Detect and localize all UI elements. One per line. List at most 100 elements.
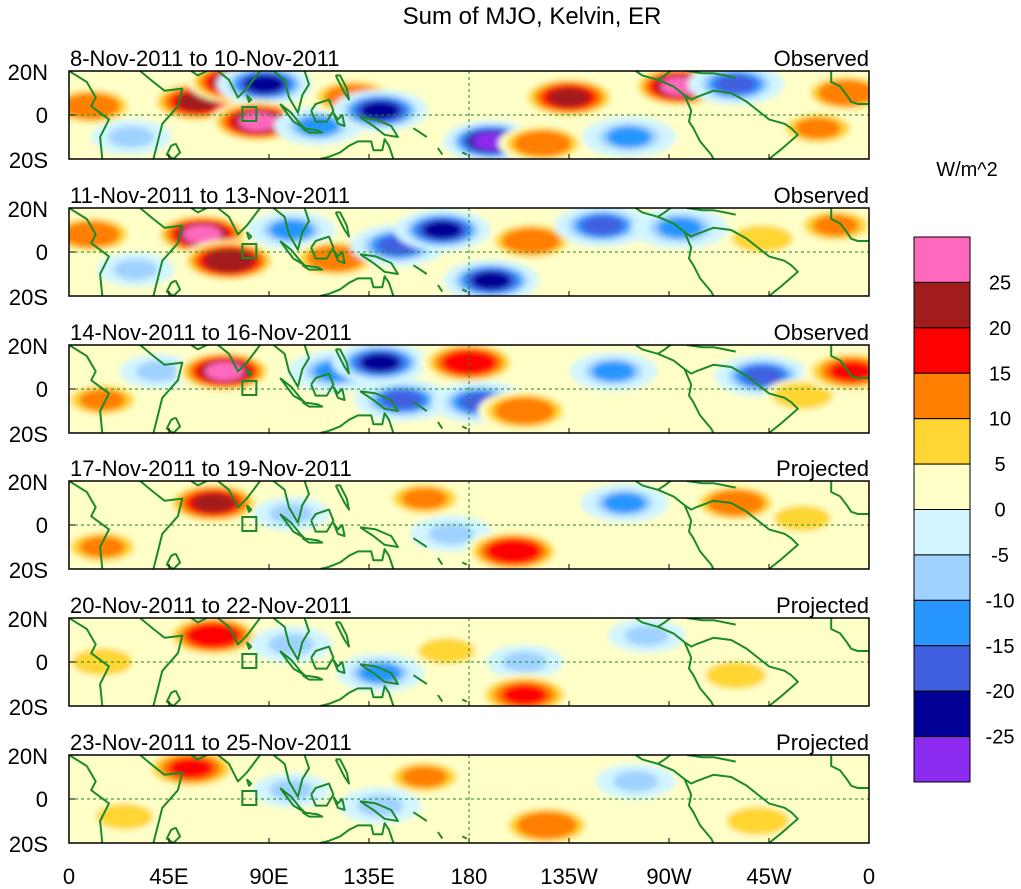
coastline <box>412 537 428 548</box>
anomaly-cell <box>91 119 172 155</box>
panel-date-range: 17-Nov-2011 to 19-Nov-2011 <box>70 456 352 481</box>
coastline <box>190 481 208 487</box>
colorbar-swatch <box>913 463 971 511</box>
anomaly-cell <box>216 71 313 106</box>
anomaly-cell <box>250 626 333 663</box>
coastline <box>190 345 208 351</box>
coastline <box>245 368 253 377</box>
coastline <box>437 421 444 430</box>
coastline <box>334 348 350 375</box>
coastline <box>279 650 306 677</box>
coastline <box>412 674 428 685</box>
coastline <box>437 284 444 293</box>
coastline <box>217 71 261 99</box>
coastline <box>412 811 428 822</box>
anomaly-cell <box>69 644 141 680</box>
coastline <box>359 663 399 685</box>
coastline <box>319 412 395 433</box>
coastline <box>319 138 395 159</box>
panel-date-range: 11-Nov-2011 to 13-Nov-2011 <box>70 183 350 208</box>
anomaly-cell <box>176 350 273 393</box>
panel-date-range: 8-Nov-2011 to 10-Nov-2011 <box>70 46 339 71</box>
x-tick-label: 180 <box>451 864 488 889</box>
coastline <box>830 345 869 379</box>
colorbar-label: 15 <box>989 363 1011 385</box>
coastline <box>686 481 736 489</box>
coastlines <box>69 755 869 843</box>
coastline <box>319 275 395 296</box>
panel-kind: Projected <box>776 456 869 481</box>
anomaly-cell <box>332 345 429 384</box>
colorbar-swatch <box>913 281 971 329</box>
coastline <box>245 231 253 240</box>
coastline <box>319 548 395 569</box>
x-tick-label: 45W <box>746 864 791 889</box>
anomaly-cell <box>465 530 562 569</box>
coastline <box>359 390 399 412</box>
y-tick-label: 20S <box>9 695 48 720</box>
coastline <box>139 345 184 433</box>
coastline <box>830 618 869 652</box>
coastline <box>332 249 346 264</box>
colorbar-swatch <box>913 599 971 647</box>
coastline <box>301 264 324 271</box>
x-tick-label: 90W <box>646 864 691 889</box>
anomaly-cell <box>697 658 775 693</box>
coastline <box>310 508 335 533</box>
colorbar: W/m^2 25 20 15 10 5 0 -5 -10 -15 -20 -25 <box>913 159 1014 783</box>
coastline <box>359 253 399 275</box>
coastline <box>830 208 869 242</box>
colorbar-label: 25 <box>989 272 1011 294</box>
y-tick-label: 20S <box>9 285 48 310</box>
region-box <box>241 106 258 122</box>
y-tick-label: 0 <box>36 650 48 675</box>
panel-date-range: 23-Nov-2011 to 25-Nov-2011 <box>70 730 352 755</box>
coastline <box>279 103 306 130</box>
coastline <box>437 557 444 566</box>
anomaly-cell <box>803 350 869 393</box>
coastline <box>334 621 350 648</box>
coastline <box>332 386 346 401</box>
colorbar-label: 20 <box>989 318 1011 340</box>
x-tick-label: 0 <box>63 864 75 889</box>
anomaly-cell <box>776 110 860 147</box>
coastline <box>683 641 715 706</box>
coastline <box>412 401 428 412</box>
anomaly-cell <box>554 208 651 247</box>
coastline <box>412 127 428 138</box>
coastline <box>683 504 715 569</box>
coastline <box>245 778 253 787</box>
anomaly-cell <box>88 800 161 833</box>
colorbar-label: 10 <box>989 409 1011 431</box>
coastline <box>695 226 799 296</box>
region-box <box>241 790 258 806</box>
coastline <box>683 94 715 159</box>
coastline <box>359 526 399 548</box>
y-tick-label: 20S <box>9 558 48 583</box>
colorbar-label: -5 <box>991 545 1009 567</box>
coastline <box>69 208 110 296</box>
anomaly-cell <box>252 496 330 532</box>
x-tick-label: 135E <box>343 864 394 889</box>
coastline <box>695 363 799 433</box>
x-tick-label: 45E <box>149 864 188 889</box>
y-tick-label: 20N <box>8 334 48 359</box>
y-tick-label: 20S <box>9 422 48 447</box>
coastline <box>461 698 468 703</box>
colorbar-unit: W/m^2 <box>936 159 998 181</box>
coastline <box>332 112 346 127</box>
coastline <box>301 674 324 681</box>
colorbar-swatch <box>913 418 971 465</box>
coastline <box>334 211 350 238</box>
coastline <box>245 641 253 650</box>
anomaly-cell <box>476 674 573 706</box>
y-tick-label: 0 <box>36 377 48 402</box>
colorbar-swatch <box>913 554 971 601</box>
coastline <box>245 94 253 103</box>
coastline <box>272 208 310 251</box>
coastline <box>301 537 324 544</box>
coastline <box>69 481 110 569</box>
coastline <box>190 618 208 624</box>
coastline <box>279 377 306 404</box>
